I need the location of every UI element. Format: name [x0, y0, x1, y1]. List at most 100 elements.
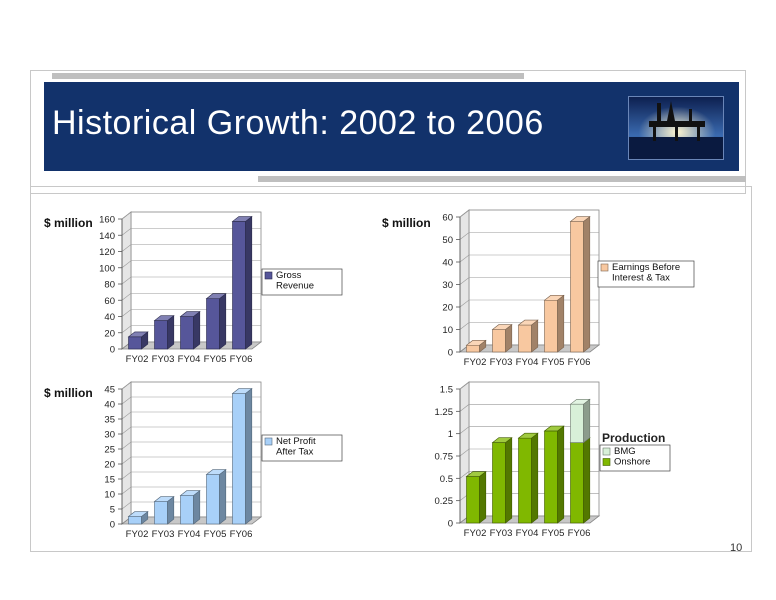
y-tick-label: 45 [104, 385, 115, 396]
ebit-chart: 0 10 20 30 40 50 60 FY02 FY03 FY04 FY05 FY06 $ milli… [382, 209, 695, 365]
legend-box [597, 260, 695, 288]
gridline [121, 244, 261, 252]
y-tick-label: 40 [104, 400, 115, 411]
bar-gross-revenue-fy02 [127, 331, 149, 350]
y-tick-label: 40 [442, 258, 453, 269]
y-tick-label: 50 [442, 235, 453, 246]
npat-chart: 0 5 10 15 20 25 30 35 40 45 FY02 FY03 FY04 FY05 FY06 $ … [44, 381, 343, 537]
y-tick-label: 0.5 [440, 474, 453, 485]
gridline [459, 254, 599, 263]
bar-earnings-before-interest-tax-fy03 [491, 323, 513, 353]
bar-earnings-before-interest-tax-fy06 [569, 215, 591, 353]
bar-onshore-fy02 [465, 471, 487, 524]
y-tick-label: 40 [104, 312, 115, 323]
gridline [459, 381, 599, 390]
y-tick-label: 30 [104, 430, 115, 441]
y-tick-label: 1.5 [440, 385, 453, 396]
accent-bar-bottom [258, 176, 746, 182]
gridline [121, 396, 261, 405]
legend-swatch [264, 271, 273, 280]
y-tick-label: 160 [99, 215, 115, 226]
bar-net-profit-after-tax-fy05 [205, 468, 227, 525]
gridline [459, 404, 599, 412]
y-tick-label: 80 [104, 280, 115, 291]
bar-gross-revenue-fy06 [231, 215, 253, 350]
legend-box [261, 434, 343, 462]
gridline [121, 411, 261, 420]
y-tick-label: 10 [104, 490, 115, 501]
gridline [121, 260, 261, 268]
x-tick-label: FY06 [568, 528, 591, 537]
y-tick-label: 120 [99, 247, 115, 258]
y-tick-label: 0.75 [435, 452, 454, 463]
bar-earnings-before-interest-tax-fy02 [465, 339, 487, 353]
bar-bmg-fy06 [569, 398, 591, 444]
y-tick-label: 60 [104, 296, 115, 307]
top-frame [30, 70, 746, 194]
x-tick-label: FY03 [490, 528, 513, 537]
bar-gross-revenue-fy05 [205, 293, 227, 350]
y-tick-label: 10 [442, 325, 453, 336]
gridline [121, 227, 261, 236]
y-tick-label: 20 [104, 460, 115, 471]
gridline [121, 276, 261, 285]
legend-box [261, 268, 343, 296]
y-tick-label: 15 [104, 475, 115, 486]
x-tick-label: FY06 [230, 529, 253, 537]
bar-net-profit-after-tax-fy02 [127, 510, 149, 525]
legend-swatch [602, 458, 611, 466]
bar-gross-revenue-fy03 [153, 315, 175, 350]
title-banner [44, 82, 739, 171]
gridline [121, 211, 261, 220]
x-tick-label: FY02 [126, 529, 149, 537]
y-tick-label: 0 [448, 519, 453, 530]
gridline [121, 426, 261, 435]
y-tick-label: 140 [99, 231, 115, 242]
y-axis-label: $ million [44, 386, 93, 400]
bar-earnings-before-interest-tax-fy04 [517, 319, 539, 353]
gridline [121, 441, 261, 450]
y-tick-label: 5 [110, 505, 115, 516]
bar-onshore-fy04 [517, 432, 539, 524]
x-tick-label: FY04 [516, 528, 539, 537]
bar-net-profit-after-tax-fy06 [231, 387, 253, 525]
x-tick-label: FY05 [542, 528, 565, 537]
gridline [459, 232, 599, 240]
slide-title: Historical Growth: 2002 to 2006 [52, 104, 544, 142]
legend-label: Gross Revenue [276, 270, 314, 292]
y-axis-label: $ million [44, 216, 93, 230]
x-tick-label: FY05 [204, 529, 227, 537]
gridline [121, 292, 261, 301]
oil-rig-photo [628, 96, 724, 160]
y-tick-label: 1.25 [435, 407, 454, 418]
y-tick-label: 0.25 [435, 496, 454, 507]
x-tick-label: FY04 [178, 529, 201, 537]
x-tick-label: FY02 [464, 357, 487, 365]
legend-swatch [264, 437, 273, 446]
y-tick-label: 25 [104, 445, 115, 456]
chart-title: Production [602, 431, 665, 445]
gridline [121, 456, 261, 465]
x-tick-label: FY02 [464, 528, 487, 537]
x-tick-label: FY04 [516, 357, 539, 365]
y-axis-label: $ million [382, 216, 431, 230]
gridline [459, 209, 599, 218]
x-tick-label: FY03 [490, 357, 513, 365]
oil-rig-image [629, 97, 723, 159]
bar-net-profit-after-tax-fy03 [153, 495, 175, 525]
y-tick-label: 0 [110, 345, 115, 356]
legend-label: BMG [614, 446, 636, 457]
legend-swatch [600, 263, 609, 272]
y-tick-label: 0 [110, 520, 115, 531]
x-tick-label: FY02 [126, 354, 149, 365]
bar-onshore-fy03 [491, 437, 513, 524]
y-tick-label: 20 [442, 303, 453, 314]
legend-swatch [602, 447, 611, 456]
x-tick-label: FY03 [152, 529, 175, 537]
gross-revenue-chart: 0 20 40 60 80 100 120 140 160 FY02 FY03 FY04 FY05 FY0… [44, 211, 343, 365]
gridline [459, 277, 599, 285]
bar-earnings-before-interest-tax-fy05 [543, 294, 565, 353]
y-tick-label: 20 [104, 328, 115, 339]
x-tick-label: FY05 [204, 354, 227, 365]
bar-gross-revenue-fy04 [179, 310, 201, 350]
